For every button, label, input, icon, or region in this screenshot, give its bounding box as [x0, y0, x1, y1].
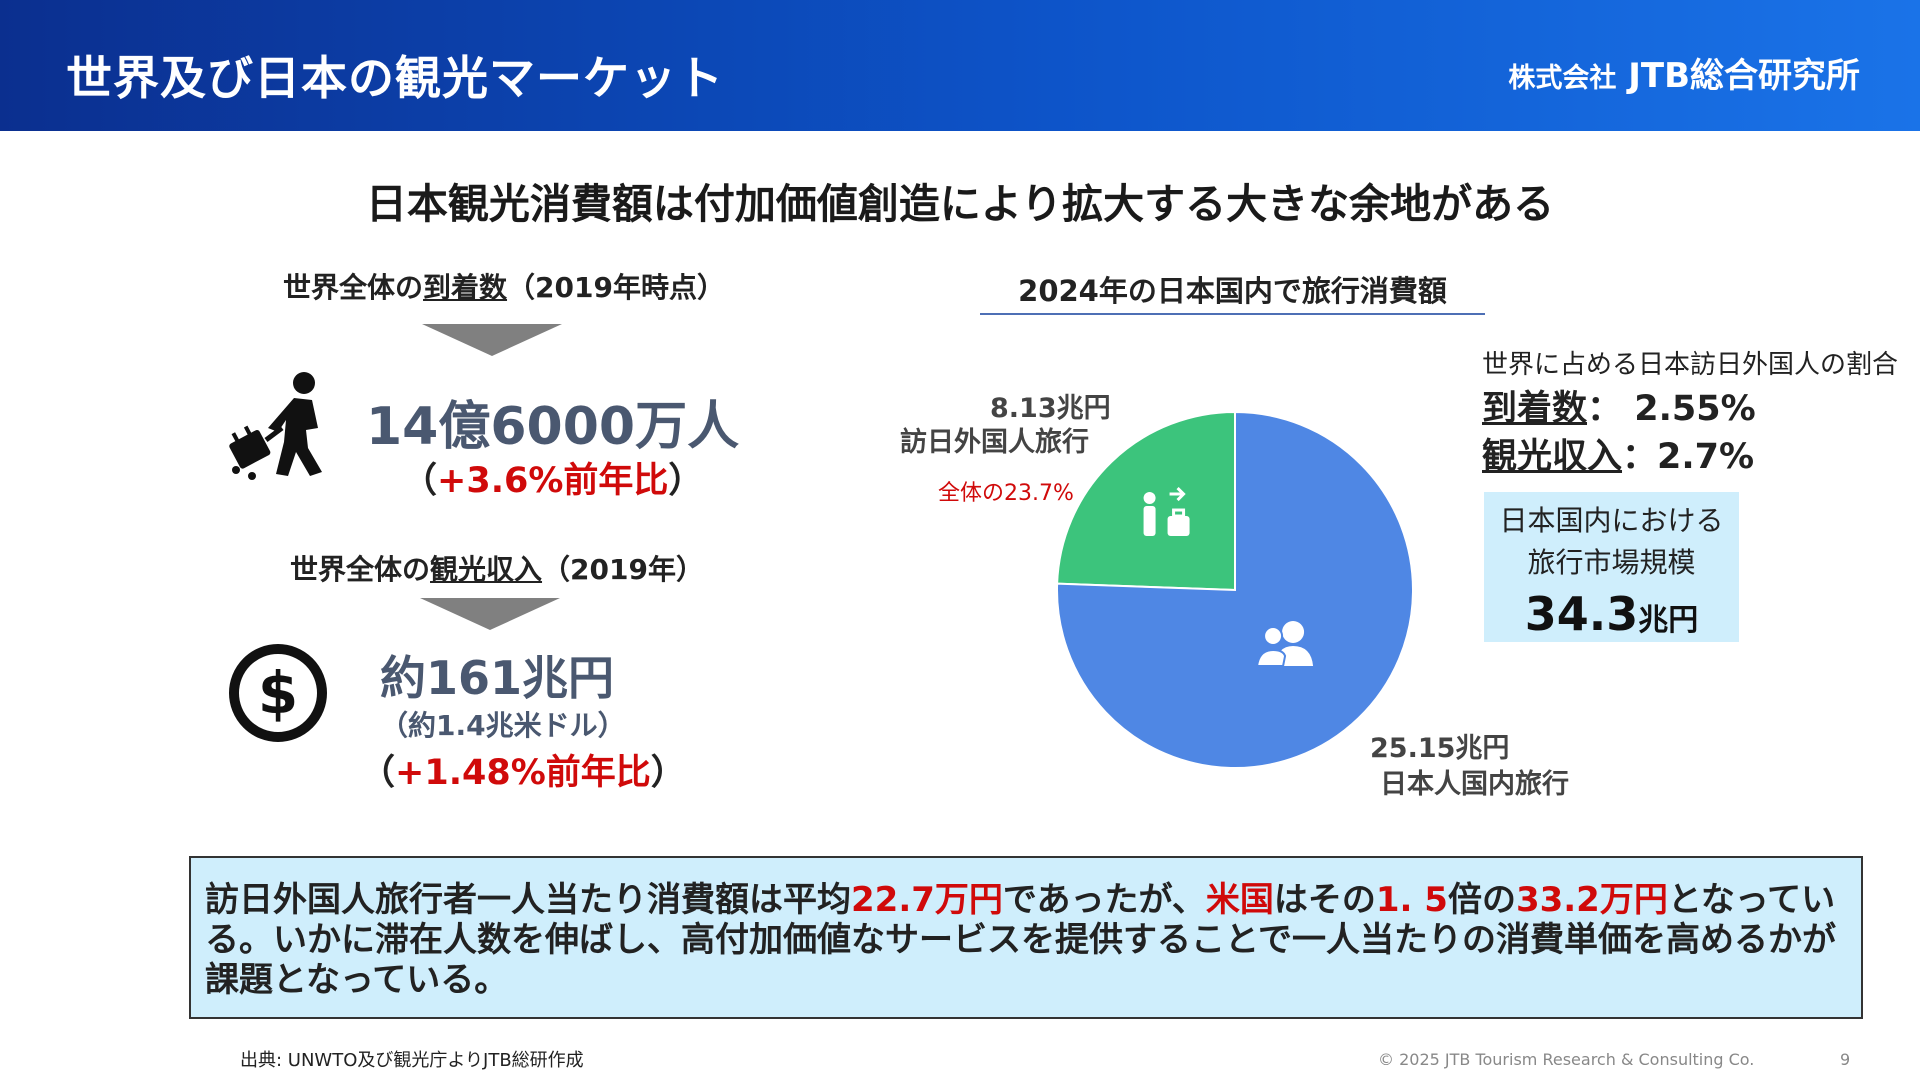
market-line2: 旅行市場規模	[1527, 546, 1696, 579]
note-segment: 訪日外国人旅行者一人当たり消費額は平均	[205, 880, 851, 920]
highlight-text: 33.2万円	[1515, 880, 1668, 920]
headline: 日本観光消費額は付加価値創造により拡大する大きな余地がある	[365, 180, 1555, 228]
note-segment: はその	[1273, 880, 1376, 920]
inbound-series-label: 訪日外国人旅行	[900, 427, 1089, 458]
page-title: 世界及び日本の観光マーケット	[66, 51, 724, 105]
receipts-label: 世界全体の観光収入（2019年）	[290, 553, 704, 586]
inbound-pct-label: 全体の23.7%	[938, 481, 1074, 506]
company-logo: 株式会社 JTB総合研究所	[1508, 48, 1860, 97]
market-size-box: 日本国内における 旅行市場規模 34.3兆円	[1484, 492, 1739, 642]
svg-text:$: $	[258, 659, 298, 727]
receipts-value: 約161兆円	[380, 651, 615, 705]
brand-name: JTB総合研究所	[1628, 56, 1860, 96]
source-note: 出典: UNWTO及び観光庁よりJTB総研作成	[240, 1050, 584, 1071]
brand-prefix: 株式会社	[1508, 63, 1617, 94]
receipts-usd: （約1.4兆米ドル）	[380, 709, 626, 742]
market-value: 34.3兆円	[1524, 587, 1699, 641]
traveler-icon	[229, 372, 322, 480]
highlight-text: 1. 5	[1375, 880, 1448, 920]
highlight-text: 22.7万円	[851, 880, 1003, 920]
share-heading: 世界に占める日本訪日外国人の割合	[1482, 350, 1899, 380]
down-arrow-icon	[422, 324, 562, 356]
summary-note-text: 訪日外国人旅行者一人当たり消費額は平均22.7万円であったが、米国はその1. 5…	[205, 880, 1847, 1000]
note-segment: となっている。いかに滞在人数を伸ばし、高付加価値なサービスを提供することで一人当…	[205, 880, 1836, 1000]
chart-title-rule	[980, 313, 1485, 315]
note-segment: であったが、	[1002, 880, 1206, 920]
chart-title: 2024年の日本国内で旅行消費額	[1018, 274, 1447, 308]
arrivals-value: 14億6000万人	[366, 397, 740, 457]
summary-note: 訪日外国人旅行者一人当たり消費額は平均22.7万円であったが、米国はその1. 5…	[189, 856, 1863, 1019]
share-receipts: 観光収入：2.7%	[1482, 437, 1755, 477]
receipts-delta: （+1.48%前年比）	[360, 753, 686, 793]
share-arrivals: 到着数： 2.55%	[1482, 389, 1756, 429]
pie-chart	[1056, 410, 1414, 769]
inbound-traveler-icon	[1143, 486, 1190, 537]
domestic-value-label: 25.15兆円	[1370, 733, 1510, 764]
domestic-series-label: 日本人国内旅行	[1380, 769, 1569, 800]
arrivals-label: 世界全体の到着数（2019年時点）	[283, 271, 725, 304]
inbound-value-label: 8.13兆円	[990, 393, 1111, 424]
copyright: © 2025 JTB Tourism Research & Consulting…	[1378, 1050, 1755, 1069]
market-line1: 日本国内における	[1499, 504, 1724, 537]
note-segment: 倍の	[1447, 880, 1516, 920]
page-number: 9	[1840, 1050, 1851, 1069]
pie-slice-domestic	[1056, 410, 1414, 769]
header-bar: 世界及び日本の観光マーケット 株式会社 JTB総合研究所	[0, 0, 1920, 131]
down-arrow-icon	[420, 598, 560, 630]
arrivals-delta: （+3.6%前年比）	[402, 461, 704, 501]
dollar-icon: $	[229, 644, 327, 742]
people-icon	[1255, 620, 1314, 667]
highlight-text: 米国	[1205, 880, 1274, 920]
